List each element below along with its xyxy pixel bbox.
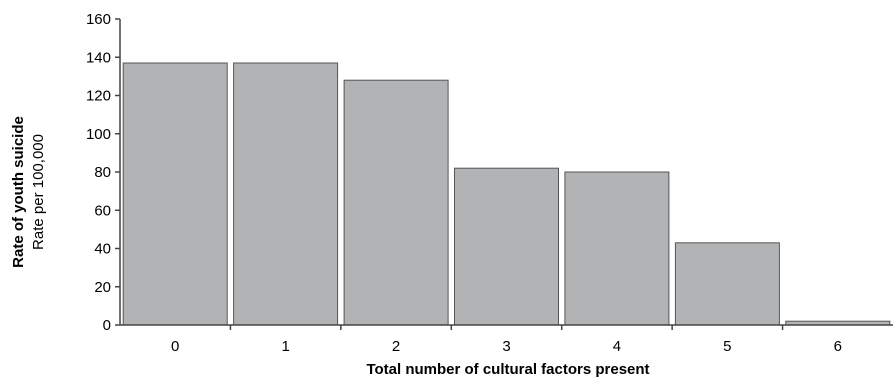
y-axis-subtitle: Rate per 100,000: [30, 134, 47, 250]
bar-1: [233, 62, 339, 326]
y-tick-label: 160: [86, 11, 111, 28]
x-tick-label: 1: [281, 338, 289, 355]
bar-0: [122, 62, 228, 326]
y-tick-label: 120: [86, 88, 111, 105]
x-tick-label: 6: [834, 338, 842, 355]
y-ticks-layer: 0 20 40 60 80 100 120 140 160: [86, 11, 120, 334]
y-tick-label: 140: [86, 49, 111, 66]
x-ticks-layer: 0 1 2 3 4 5 6: [171, 325, 842, 355]
y-tick-label: 40: [94, 241, 111, 258]
y-tick-label: 20: [94, 279, 111, 296]
x-tick-label: 5: [723, 338, 731, 355]
bar-5: [674, 242, 780, 326]
y-axis-title: Rate of youth suicide: [10, 116, 27, 268]
y-tick-label: 0: [103, 317, 111, 334]
bars-layer: [122, 62, 891, 326]
y-tick-label: 60: [94, 202, 111, 219]
y-axis-title-group: Rate of youth suicide Rate per 100,000: [10, 116, 47, 268]
x-axis-title: Total number of cultural factors present: [366, 361, 649, 378]
bar-3: [454, 167, 559, 326]
y-tick-label: 100: [86, 126, 111, 143]
bar-4: [564, 171, 670, 326]
x-tick-label: 3: [502, 338, 510, 355]
y-tick-label: 80: [94, 164, 111, 181]
x-tick-label: 4: [613, 338, 621, 355]
bar-2: [343, 79, 449, 326]
x-tick-label: 0: [171, 338, 179, 355]
x-tick-label: 2: [392, 338, 400, 355]
